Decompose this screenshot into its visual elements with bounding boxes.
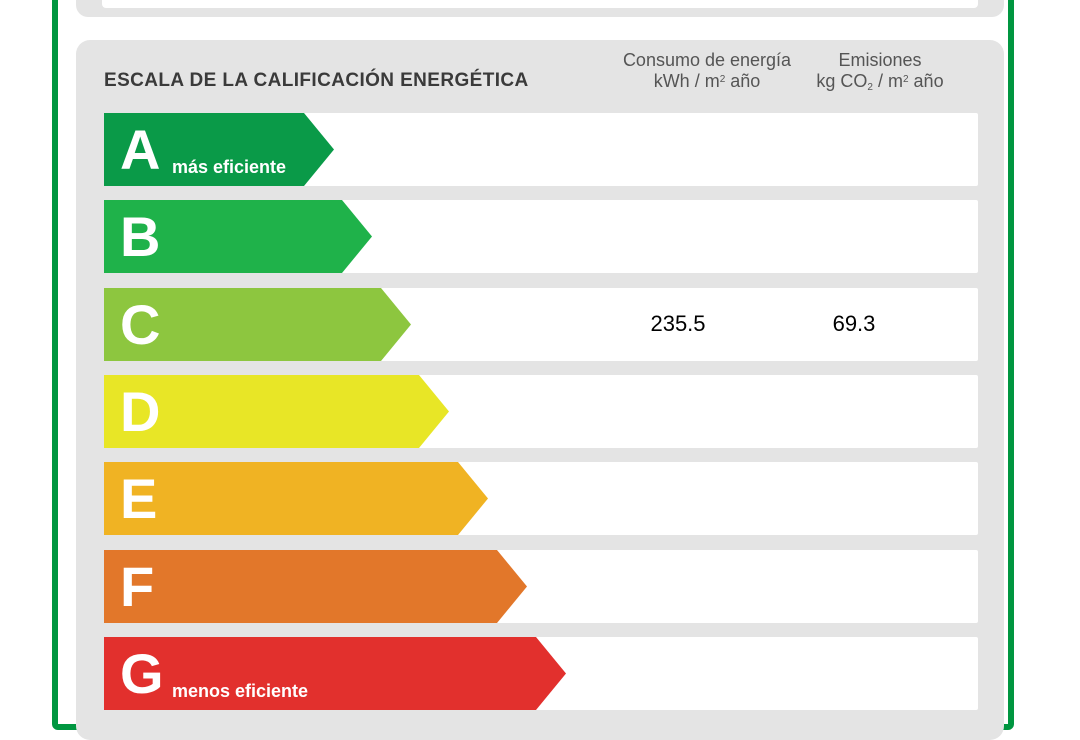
rating-letter-a: A xyxy=(120,118,161,181)
rating-letter-f: F xyxy=(120,555,155,618)
rating-arrow-a xyxy=(104,113,334,186)
rating-arrow-e xyxy=(104,462,488,535)
rating-arrow-d xyxy=(104,375,449,448)
top-section xyxy=(76,0,1004,17)
energy-column-header: Consumo de energía kWh / m2 año xyxy=(612,50,802,92)
emissions-value: 69.3 xyxy=(832,311,876,336)
energy-header-unit: kWh / m2 año xyxy=(653,71,761,91)
rating-arrow-f xyxy=(104,550,527,623)
emissions-header-unit: kg CO2 / m2 año xyxy=(816,71,944,93)
energy-value: 235.5 xyxy=(650,311,706,336)
rating-letter-d: D xyxy=(120,380,161,443)
rating-letter-b: B xyxy=(120,205,161,268)
emissions-column-header: Emisiones kg CO2 / m2 año xyxy=(800,50,960,95)
energy-header-title: Consumo de energía xyxy=(622,50,792,70)
rating-caption-g: menos eficiente xyxy=(172,681,309,701)
scale-heading: ESCALA DE LA CALIFICACIÓN ENERGÉTICA xyxy=(104,70,529,91)
emissions-header-title: Emisiones xyxy=(838,50,922,70)
rating-arrow-c xyxy=(104,288,411,361)
rating-arrow-g xyxy=(104,637,566,710)
top-section-field xyxy=(102,0,978,8)
rating-letter-c: C xyxy=(120,293,161,356)
rating-letter-e: E xyxy=(120,467,158,530)
rating-caption-a: más eficiente xyxy=(172,157,287,177)
rating-letter-g: G xyxy=(120,642,164,705)
rating-arrow-b xyxy=(104,200,372,273)
